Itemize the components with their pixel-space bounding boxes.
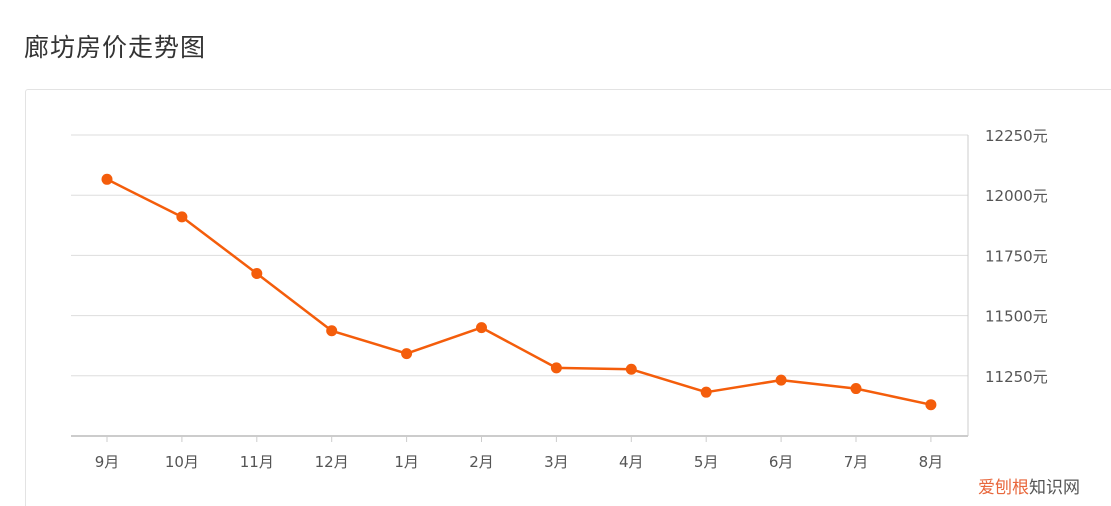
x-tick-label: 7月	[844, 453, 869, 471]
data-point[interactable]	[700, 386, 712, 398]
data-point[interactable]	[401, 348, 413, 360]
x-tick-label: 8月	[919, 453, 944, 471]
grid-layer	[71, 134, 968, 377]
y-tick-label: 12250元	[985, 127, 1048, 145]
data-point[interactable]	[775, 374, 787, 386]
watermark: 爱刨根知识网	[978, 476, 1080, 500]
data-point[interactable]	[176, 211, 188, 223]
x-tick-label: 12月	[315, 453, 349, 471]
x-tick-label: 2月	[469, 453, 494, 471]
data-points	[101, 173, 937, 411]
data-point[interactable]	[925, 399, 937, 411]
data-point[interactable]	[550, 362, 562, 374]
x-tick-labels: 9月 10月 11月 12月 1月 2月 3月 4月 5月 6月 7月 8月	[95, 453, 943, 471]
y-tick-label: 11750元	[985, 247, 1048, 265]
x-tick-label: 11月	[240, 453, 274, 471]
y-tick-label: 12000元	[985, 187, 1048, 205]
x-tick-label: 10月	[165, 453, 199, 471]
x-tick-label: 6月	[769, 453, 794, 471]
data-point[interactable]	[625, 363, 637, 375]
x-tick-label: 4月	[619, 453, 644, 471]
data-point[interactable]	[326, 325, 338, 337]
axis-layer	[71, 135, 969, 442]
y-tick-label: 11500元	[985, 308, 1048, 326]
watermark-part-1: 爱刨根	[978, 478, 1029, 498]
x-tick-label: 1月	[394, 453, 419, 471]
y-tick-labels: 11250元 11500元 11750元 12000元 12250元	[985, 127, 1048, 386]
y-tick-label: 11250元	[985, 368, 1048, 386]
data-point[interactable]	[101, 173, 113, 185]
data-point[interactable]	[251, 267, 263, 279]
series-line-layer	[106, 178, 932, 406]
series-line	[106, 178, 932, 406]
data-point[interactable]	[476, 322, 487, 334]
data-point[interactable]	[850, 383, 862, 395]
x-tick-label: 5月	[694, 453, 719, 471]
page-title: 廊坊房价走势图	[24, 33, 207, 62]
x-tick-label: 3月	[544, 453, 569, 471]
watermark-part-2: 知识网	[1029, 478, 1080, 498]
x-tick-label: 9月	[95, 453, 120, 471]
